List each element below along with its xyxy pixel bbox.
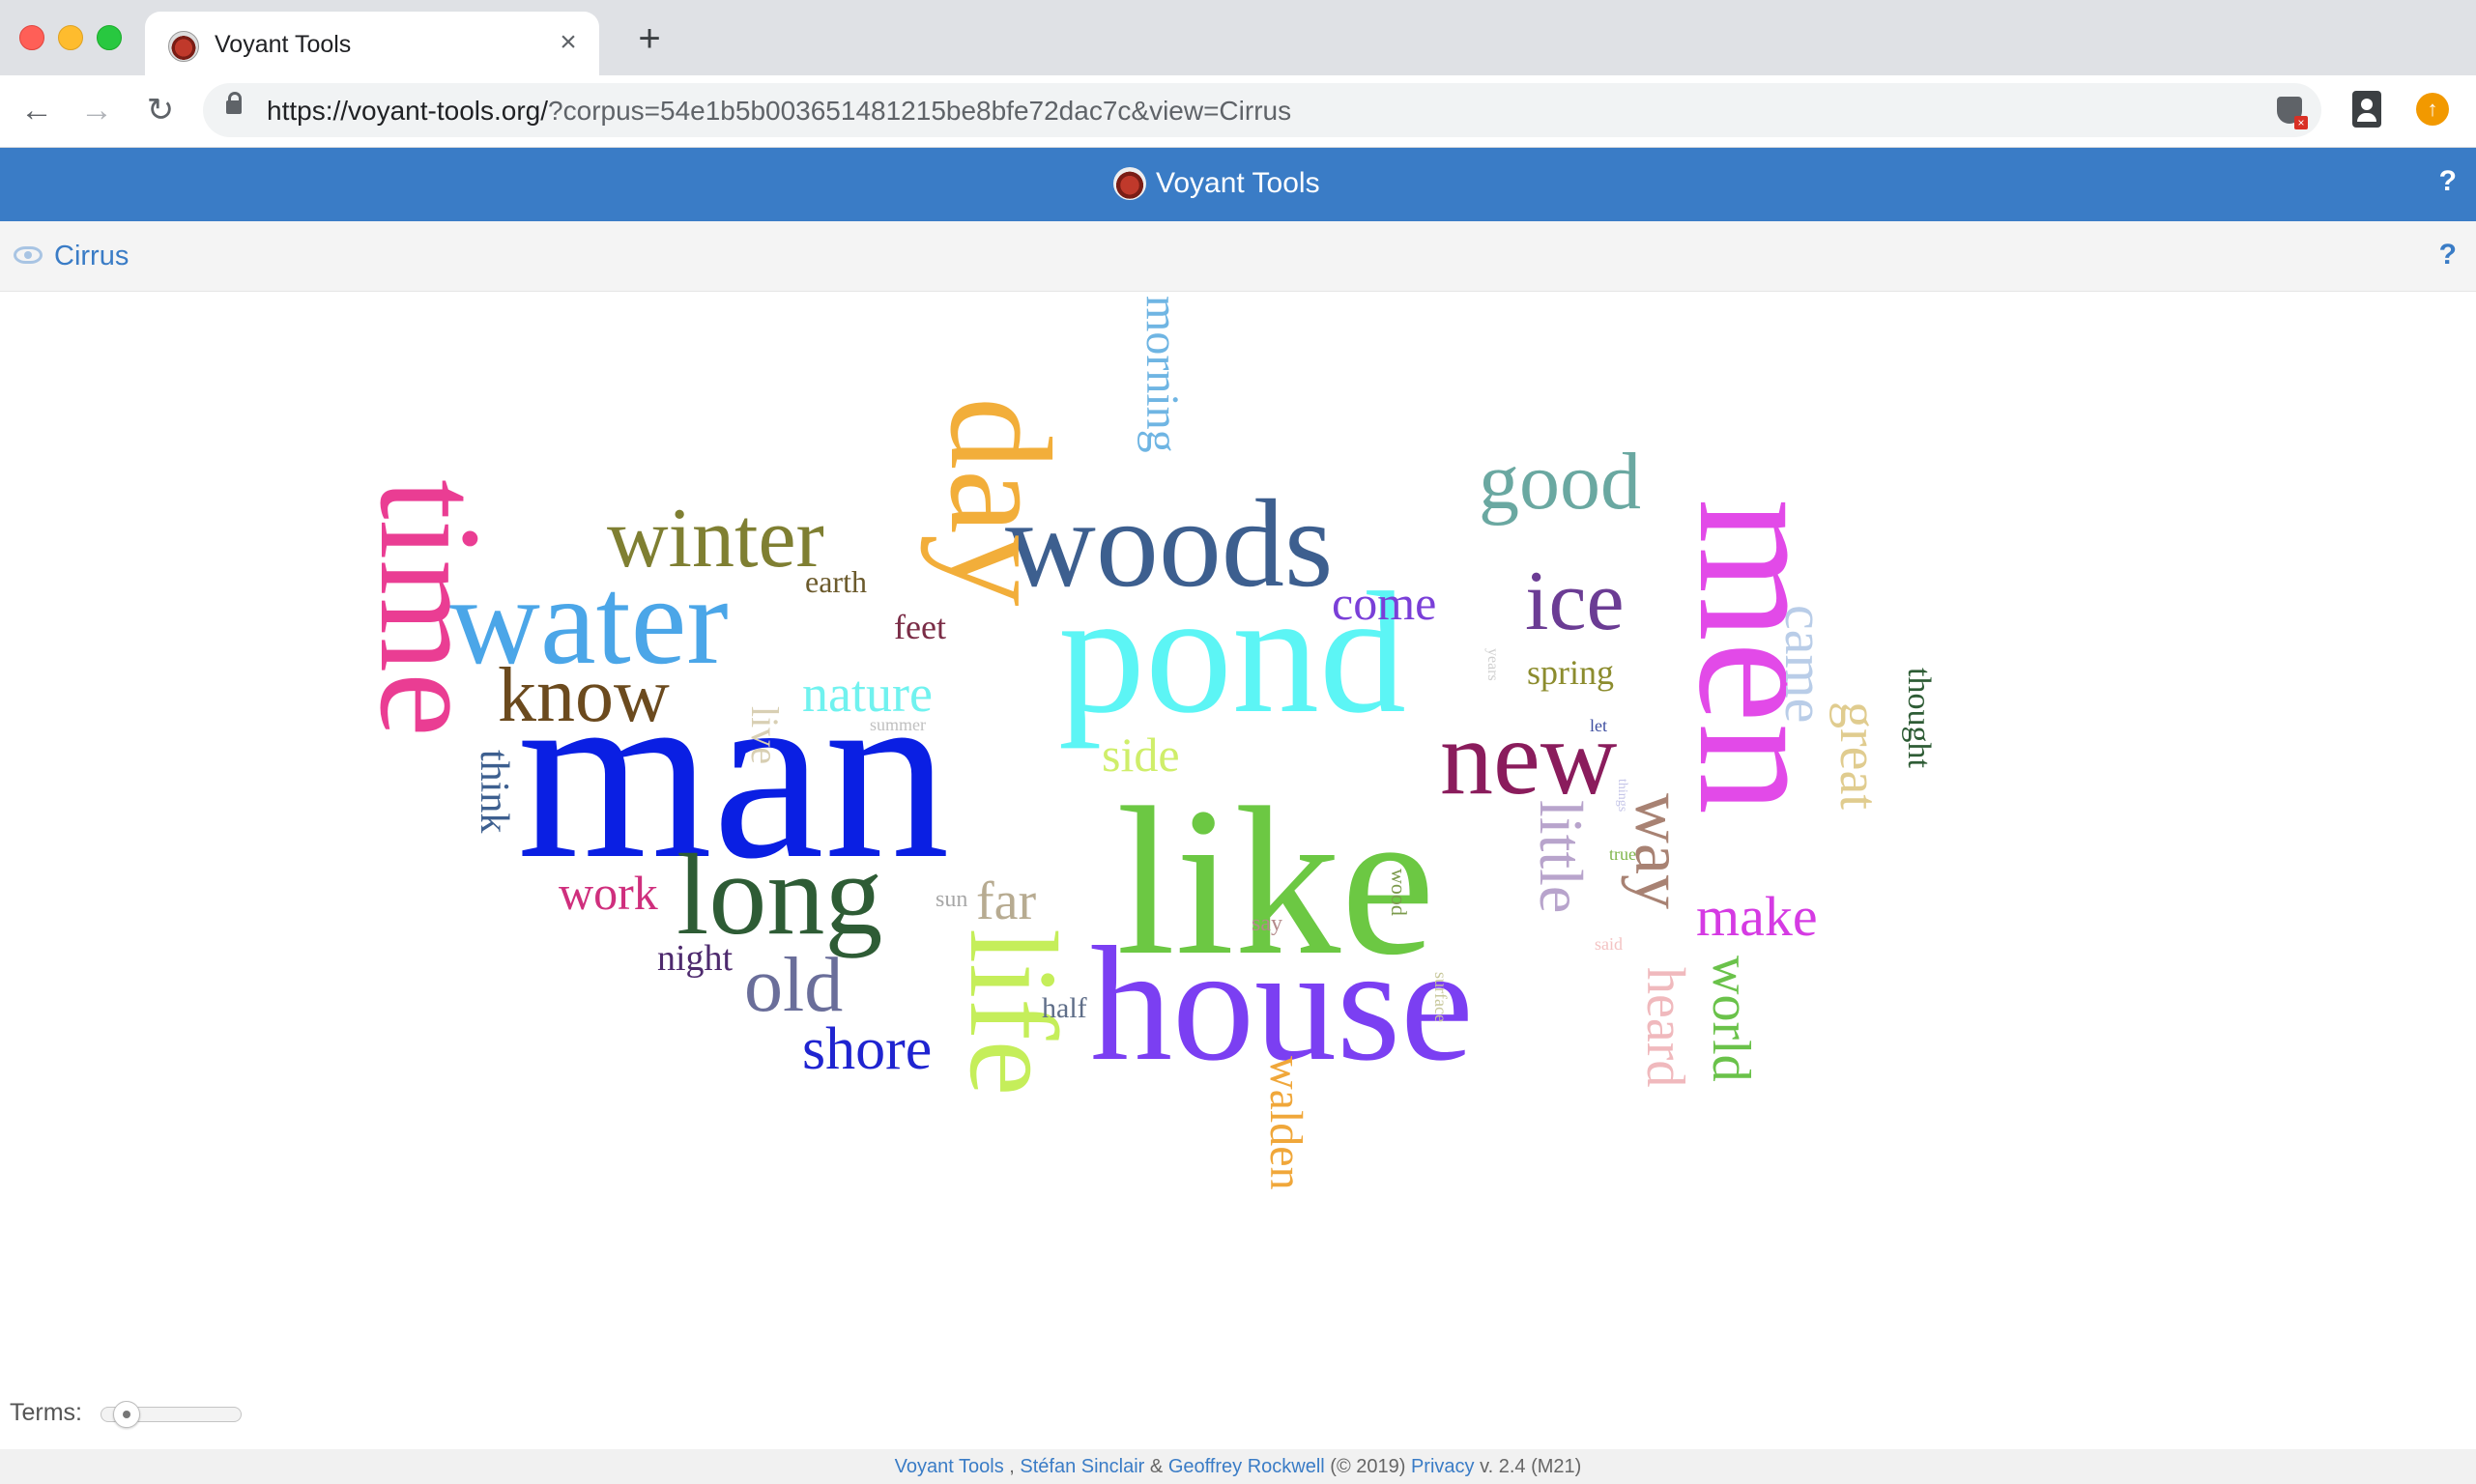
cloud-word-far[interactable]: far bbox=[976, 871, 1037, 931]
reload-icon[interactable]: ↻ bbox=[146, 92, 175, 128]
close-tab-icon[interactable]: × bbox=[560, 26, 577, 58]
cloud-word-let[interactable]: let bbox=[1590, 716, 1607, 735]
browser-toolbar: ← → ↻ https://voyant-tools.org/?corpus=5… bbox=[0, 75, 2476, 148]
cloud-word-summer[interactable]: summer bbox=[870, 715, 926, 734]
cloud-word-live[interactable]: live bbox=[743, 706, 787, 764]
cloud-word-life[interactable]: life bbox=[943, 928, 1082, 1096]
minimize-window-button[interactable] bbox=[58, 25, 83, 50]
browser-tab-voyant[interactable]: Voyant Tools × bbox=[145, 12, 599, 75]
cloud-word-woods[interactable]: woods bbox=[1005, 474, 1333, 614]
cloud-word-house[interactable]: house bbox=[1090, 913, 1474, 1095]
tab-title: Voyant Tools bbox=[215, 31, 352, 58]
eye-icon bbox=[14, 246, 43, 264]
cloud-word-winter[interactable]: winter bbox=[607, 492, 824, 585]
cloud-word-day[interactable]: day bbox=[920, 397, 1080, 607]
footer: Voyant Tools , Stéfan Sinclair & Geoffre… bbox=[0, 1449, 2476, 1484]
cloud-word-side[interactable]: side bbox=[1102, 728, 1180, 782]
cloud-word-old[interactable]: old bbox=[744, 943, 843, 1028]
cloud-word-night[interactable]: night bbox=[657, 938, 734, 979]
new-tab-button[interactable]: + bbox=[638, 17, 661, 60]
cloud-word-earth[interactable]: earth bbox=[805, 564, 867, 599]
cloud-word-years[interactable]: years bbox=[1484, 648, 1501, 681]
url-text[interactable]: https://voyant-tools.org/?corpus=54e1b5b… bbox=[267, 96, 1291, 127]
footer-link-voyant[interactable]: Voyant Tools bbox=[894, 1456, 1004, 1477]
cloud-word-good[interactable]: good bbox=[1479, 437, 1641, 527]
cloud-word-time[interactable]: time bbox=[350, 479, 510, 737]
cloud-word-shore[interactable]: shore bbox=[802, 1016, 932, 1082]
terms-slider-thumb[interactable] bbox=[113, 1401, 141, 1428]
cloud-word-walden[interactable]: walden bbox=[1260, 1056, 1311, 1190]
shield-icon[interactable] bbox=[2277, 97, 2308, 129]
cloud-word-come[interactable]: come bbox=[1332, 576, 1436, 630]
footer-link-rockwell[interactable]: Geoffrey Rockwell bbox=[1167, 1456, 1325, 1477]
cloud-word-world[interactable]: world bbox=[1701, 956, 1761, 1082]
url-host: https://voyant-tools.org/ bbox=[267, 96, 549, 126]
cloud-word-morning[interactable]: morning bbox=[1137, 296, 1188, 453]
cloud-word-like[interactable]: like bbox=[1116, 763, 1435, 999]
url-query: ?corpus=54e1b5b003651481215be8bfe72dac7c… bbox=[548, 96, 1292, 126]
cloud-word-say[interactable]: say bbox=[1252, 911, 1282, 936]
address-bar[interactable]: https://voyant-tools.org/?corpus=54e1b5b… bbox=[203, 83, 2321, 137]
cloud-word-half[interactable]: half bbox=[1042, 992, 1087, 1024]
cloud-word-pond[interactable]: pond bbox=[1058, 556, 1406, 749]
maximize-window-button[interactable] bbox=[97, 25, 122, 50]
cloud-word-water[interactable]: water bbox=[449, 552, 729, 691]
cloud-word-ice[interactable]: ice bbox=[1525, 555, 1625, 648]
lock-icon[interactable] bbox=[226, 92, 242, 114]
profile-icon[interactable] bbox=[2352, 91, 2381, 128]
forward-icon[interactable]: → bbox=[80, 92, 113, 128]
cloud-word-man[interactable]: man bbox=[517, 633, 950, 911]
cloud-word-things[interactable]: things bbox=[1615, 779, 1629, 812]
cloud-word-feet[interactable]: feet bbox=[894, 608, 946, 646]
cloud-word-long[interactable]: long bbox=[677, 830, 882, 958]
update-icon[interactable]: ↑ bbox=[2416, 93, 2449, 126]
cloud-word-great[interactable]: great bbox=[1828, 701, 1888, 810]
cloud-word-way[interactable]: way bbox=[1621, 793, 1698, 909]
cloud-word-spring[interactable]: spring bbox=[1527, 653, 1614, 692]
terms-label: Terms: bbox=[10, 1399, 82, 1426]
cloud-word-know[interactable]: know bbox=[498, 653, 670, 738]
cloud-word-nature[interactable]: nature bbox=[802, 665, 933, 723]
cloud-word-thought[interactable]: thought bbox=[1901, 668, 1937, 768]
footer-amp: & bbox=[1144, 1456, 1168, 1477]
voyant-logo-icon bbox=[1113, 167, 1146, 200]
app-header: Voyant Tools ? bbox=[0, 148, 2476, 221]
cloud-word-new[interactable]: new bbox=[1440, 699, 1617, 816]
cloud-word-came[interactable]: came bbox=[1773, 605, 1836, 723]
cloud-word-true[interactable]: true bbox=[1609, 844, 1636, 864]
cloud-word-said[interactable]: said bbox=[1595, 934, 1623, 954]
footer-link-privacy[interactable]: Privacy bbox=[1410, 1456, 1475, 1477]
footer-link-sinclair[interactable]: Stéfan Sinclair bbox=[1020, 1456, 1145, 1477]
cirrus-word-cloud: man like house pond woods water men day time long… bbox=[0, 291, 2476, 1383]
cloud-word-men[interactable]: men bbox=[1660, 499, 1863, 814]
footer-copyright: (© 2019) bbox=[1324, 1456, 1411, 1477]
cloud-word-make[interactable]: make bbox=[1696, 885, 1818, 948]
cloud-word-little[interactable]: little bbox=[1527, 800, 1596, 913]
back-icon[interactable]: ← bbox=[20, 92, 53, 128]
app-help-icon[interactable]: ? bbox=[2438, 165, 2457, 197]
cloud-word-heard[interactable]: heard bbox=[1635, 967, 1695, 1087]
cloud-word-sun[interactable]: sun bbox=[936, 887, 967, 912]
panel-title: Cirrus bbox=[54, 241, 130, 271]
panel-help-icon[interactable]: ? bbox=[2438, 239, 2457, 271]
footer-sep: , bbox=[1003, 1456, 1021, 1477]
app-title[interactable]: Voyant Tools bbox=[1156, 167, 1320, 199]
browser-tab-bar: Voyant Tools × + bbox=[0, 0, 2476, 75]
cloud-word-surface[interactable]: surface bbox=[1431, 972, 1451, 1022]
voyant-favicon-icon bbox=[168, 31, 199, 62]
close-window-button[interactable] bbox=[19, 25, 44, 50]
footer-version: v. 2.4 (M21) bbox=[1474, 1456, 1582, 1477]
cloud-word-work[interactable]: work bbox=[559, 866, 658, 920]
cloud-word-wood[interactable]: wood bbox=[1387, 869, 1411, 916]
cirrus-panel-header: Cirrus ? bbox=[0, 221, 2476, 292]
cloud-word-think[interactable]: think bbox=[472, 750, 516, 833]
